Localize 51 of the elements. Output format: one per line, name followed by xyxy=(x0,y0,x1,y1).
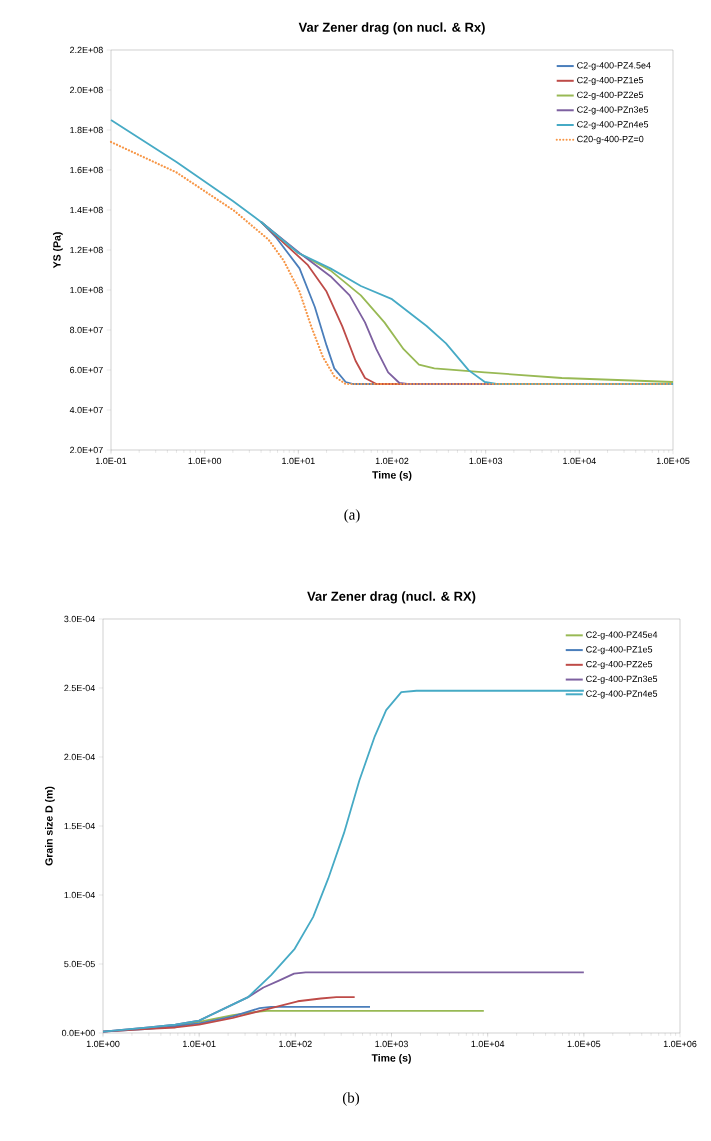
legend-label: C2-g-400-PZ2e5 xyxy=(577,91,644,100)
x-axis-title: Time (s) xyxy=(372,470,412,481)
y-tick-label: 1.8E+08 xyxy=(70,126,103,134)
y-tick-label: 0.0E+00 xyxy=(61,1029,95,1037)
y-tick-label: 2.0E-04 xyxy=(64,753,95,761)
legend-label: C2-g-400-PZ1e5 xyxy=(586,646,653,655)
text: (a) xyxy=(344,509,360,523)
x-tick-label: 1.0E+02 xyxy=(279,1040,312,1048)
y-tick-label: 1.0E+08 xyxy=(70,286,103,294)
y-tick-label: 2.5E-04 xyxy=(64,684,95,692)
legend-label: C2-g-400-PZ1e5 xyxy=(577,76,644,86)
x-tick-label: 1.0E+01 xyxy=(282,457,315,465)
x-axis-title: Time (s) xyxy=(371,1053,411,1064)
x-tick-label: 1.0E+03 xyxy=(375,1040,408,1048)
y-tick-label: 6.0E+07 xyxy=(70,366,103,374)
x-tick-label: 1.0E+02 xyxy=(375,457,409,465)
y-axis-title: YS (Pa) xyxy=(52,232,63,269)
y-tick-label: 1.4E+08 xyxy=(70,206,103,214)
legend-label: C2-g-400-PZn3e5 xyxy=(586,675,658,684)
chart-title: Var Zener drag (nucl. & RX) xyxy=(307,591,476,604)
y-tick-label: 1.6E+08 xyxy=(70,166,103,174)
legend-label: C2-g-400-PZn3e5 xyxy=(577,106,649,115)
x-tick-label: 1.0E+03 xyxy=(469,457,503,465)
y-tick-label: 3.0E-04 xyxy=(64,615,95,623)
y-tick-label: 1.0E-04 xyxy=(64,891,95,899)
x-tick-label: 1.0E+05 xyxy=(567,1040,601,1048)
x-tick-label: 1.0E+00 xyxy=(86,1040,120,1048)
y-axis-title: Grain size D (m) xyxy=(44,786,55,866)
x-tick-label: 1.0E+04 xyxy=(471,1040,505,1048)
x-tick-label: 1.0E+00 xyxy=(188,457,222,465)
legend-label: C20-g-400-PZ=0 xyxy=(577,135,644,144)
text: (b) xyxy=(342,1092,360,1106)
x-tick-label: 1.0E+06 xyxy=(663,1040,697,1048)
y-tick-label: 8.0E+07 xyxy=(69,326,103,334)
legend-label: C2-g-400-PZ4.5e4 xyxy=(577,62,651,71)
y-tick-label: 1.5E-04 xyxy=(64,822,95,830)
x-tick-label: 1.0E+01 xyxy=(183,1040,216,1048)
legend-label: C2-g-400-PZn4e5 xyxy=(577,121,649,130)
y-tick-label: 2.0E+08 xyxy=(70,86,103,94)
x-tick-label: 1.0E+04 xyxy=(563,457,596,465)
x-tick-label: 1.0E+05 xyxy=(656,457,690,465)
legend-label: C2-g-400-PZn4e5 xyxy=(586,690,658,699)
y-tick-label: 1.2E+08 xyxy=(70,246,103,254)
y-tick-label: 2.2E+08 xyxy=(70,46,103,54)
legend-label: C2-g-400-PZ2e5 xyxy=(586,660,653,670)
y-tick-label: 2.0E+07 xyxy=(70,446,103,454)
y-tick-label: 5.0E-05 xyxy=(64,960,95,968)
chart-title: Var Zener drag (on nucl. & Rx) xyxy=(298,22,485,35)
legend-label: C2-g-400-PZ45e4 xyxy=(586,631,658,640)
y-tick-label: 4.0E+07 xyxy=(69,406,103,414)
x-tick-label: 1.0E-01 xyxy=(95,457,127,465)
